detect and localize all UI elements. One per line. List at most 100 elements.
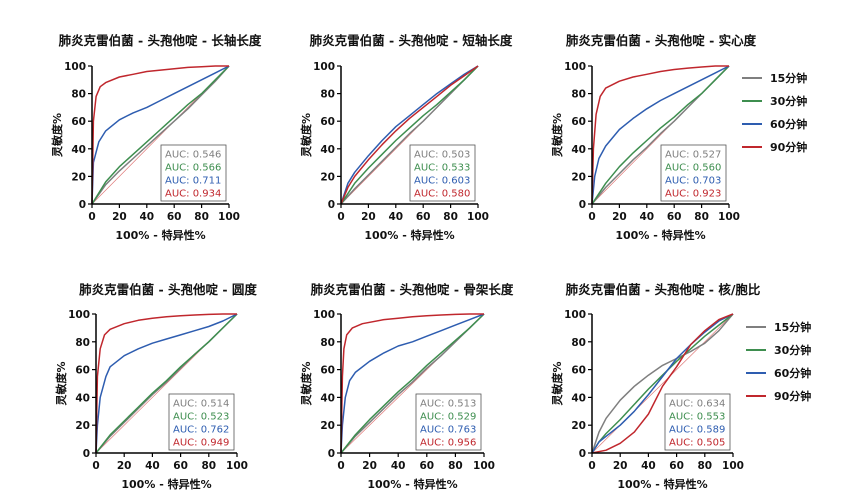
auc-label: AUC: 0.762 xyxy=(173,425,229,436)
x-tick-label: 40 xyxy=(391,460,406,472)
series-line xyxy=(340,65,479,205)
y-tick-label: 80 xyxy=(571,337,586,349)
x-tick-label: 60 xyxy=(667,211,682,223)
y-tick-label: 100 xyxy=(564,61,586,73)
auc-box xyxy=(160,144,227,202)
chart-panel: 肺炎克雷伯菌 - 头孢他啶 - 实心度 0 20 40 60 80 100 0 20 40 60 80… xyxy=(550,33,807,242)
series-line xyxy=(95,313,238,454)
chart-title: 肺炎克雷伯菌 - 头孢他啶 - 长轴长度 xyxy=(59,33,262,48)
auc-label: AUC: 0.580 xyxy=(414,189,470,200)
x-tick-label: 100 xyxy=(473,460,495,472)
y-axis-label: 灵敏度% xyxy=(550,361,564,405)
x-tick-label: 40 xyxy=(145,460,160,472)
y-tick-label: 40 xyxy=(571,144,586,156)
auc-box xyxy=(409,144,476,202)
x-tick-label: 60 xyxy=(669,460,684,472)
legend-label: 15分钟 xyxy=(774,320,811,334)
auc-label: AUC: 0.589 xyxy=(669,425,725,436)
series-line xyxy=(91,65,230,205)
x-tick-label: 20 xyxy=(362,460,377,472)
y-tick-label: 20 xyxy=(75,420,90,432)
series-line xyxy=(591,313,734,454)
auc-label: AUC: 0.527 xyxy=(665,150,721,161)
y-tick-label: 0 xyxy=(579,448,586,460)
auc-label: AUC: 0.546 xyxy=(165,150,221,161)
x-axis-label: 100% - 特异性% xyxy=(615,228,705,242)
series-line xyxy=(591,65,730,205)
x-tick-label: 20 xyxy=(117,460,132,472)
x-tick-label: 100 xyxy=(718,211,740,223)
y-tick-label: 20 xyxy=(320,420,335,432)
series-line xyxy=(591,65,729,205)
x-tick-label: 80 xyxy=(194,211,209,223)
y-tick-label: 40 xyxy=(571,392,586,404)
chart-panel: 肺炎克雷伯菌 - 头孢他啶 - 长轴长度 0 20 40 60 80 100 0 20 40 60 8… xyxy=(50,33,262,242)
chart-title: 肺炎克雷伯菌 - 头孢他啶 - 短轴长度 xyxy=(310,33,513,48)
auc-box xyxy=(660,144,727,202)
legend-label: 15分钟 xyxy=(770,71,807,85)
x-tick-label: 60 xyxy=(419,460,434,472)
auc-box xyxy=(664,393,731,451)
x-tick-label: 20 xyxy=(361,211,376,223)
y-tick-label: 20 xyxy=(571,420,586,432)
auc-label: AUC: 0.934 xyxy=(165,189,221,200)
y-tick-label: 0 xyxy=(579,199,586,211)
x-axis-label: 100% - 特异性% xyxy=(364,228,454,242)
legend-label: 60分钟 xyxy=(774,366,811,380)
series-line xyxy=(91,65,229,205)
y-tick-label: 40 xyxy=(75,392,90,404)
x-tick-label: 80 xyxy=(201,460,216,472)
series-line xyxy=(340,313,485,454)
series-line xyxy=(340,65,479,205)
x-axis-label: 100% - 特异性% xyxy=(115,228,205,242)
x-tick-label: 40 xyxy=(388,211,403,223)
y-tick-label: 20 xyxy=(71,171,86,183)
y-tick-label: 0 xyxy=(79,199,86,211)
auc-label: AUC: 0.523 xyxy=(173,412,229,423)
y-tick-label: 60 xyxy=(320,116,335,128)
x-tick-label: 60 xyxy=(416,211,431,223)
y-tick-label: 100 xyxy=(564,309,586,321)
x-tick-label: 0 xyxy=(92,460,99,472)
y-tick-label: 60 xyxy=(71,116,86,128)
auc-label: AUC: 0.553 xyxy=(669,412,725,423)
auc-label: AUC: 0.529 xyxy=(420,412,476,423)
auc-label: AUC: 0.949 xyxy=(173,438,229,449)
chart-title: 肺炎克雷伯菌 - 头孢他啶 - 实心度 xyxy=(566,33,757,48)
y-axis-label: 灵敏度% xyxy=(550,113,564,157)
x-tick-label: 20 xyxy=(612,211,627,223)
y-tick-label: 20 xyxy=(320,171,335,183)
y-axis-label: 灵敏度% xyxy=(50,113,64,157)
y-tick-label: 80 xyxy=(571,89,586,101)
y-tick-label: 80 xyxy=(75,337,90,349)
auc-label: AUC: 0.703 xyxy=(665,176,721,187)
auc-label: AUC: 0.956 xyxy=(420,438,476,449)
x-tick-label: 0 xyxy=(88,211,95,223)
series-line xyxy=(95,313,237,454)
x-tick-label: 40 xyxy=(639,211,654,223)
y-tick-label: 0 xyxy=(328,199,335,211)
y-tick-label: 60 xyxy=(571,116,586,128)
auc-label: AUC: 0.566 xyxy=(165,163,221,174)
auc-label: AUC: 0.514 xyxy=(173,399,229,410)
y-tick-label: 20 xyxy=(571,171,586,183)
series-line xyxy=(91,65,230,205)
y-axis-label: 灵敏度% xyxy=(299,113,313,157)
y-axis-label: 灵敏度% xyxy=(54,361,68,405)
x-tick-label: 100 xyxy=(218,211,240,223)
x-tick-label: 100 xyxy=(467,211,489,223)
y-tick-label: 80 xyxy=(320,337,335,349)
x-tick-label: 60 xyxy=(173,460,188,472)
x-tick-label: 80 xyxy=(448,460,463,472)
y-axis-label: 灵敏度% xyxy=(299,361,313,405)
x-axis-label: 100% - 特异性% xyxy=(617,477,707,491)
auc-label: AUC: 0.923 xyxy=(665,189,721,200)
legend-label: 90分钟 xyxy=(770,140,807,154)
series-line xyxy=(91,65,230,205)
auc-label: AUC: 0.711 xyxy=(165,176,221,187)
y-tick-label: 60 xyxy=(571,365,586,377)
auc-label: AUC: 0.505 xyxy=(669,438,725,449)
x-tick-label: 20 xyxy=(112,211,127,223)
legend-label: 60分钟 xyxy=(770,117,807,131)
